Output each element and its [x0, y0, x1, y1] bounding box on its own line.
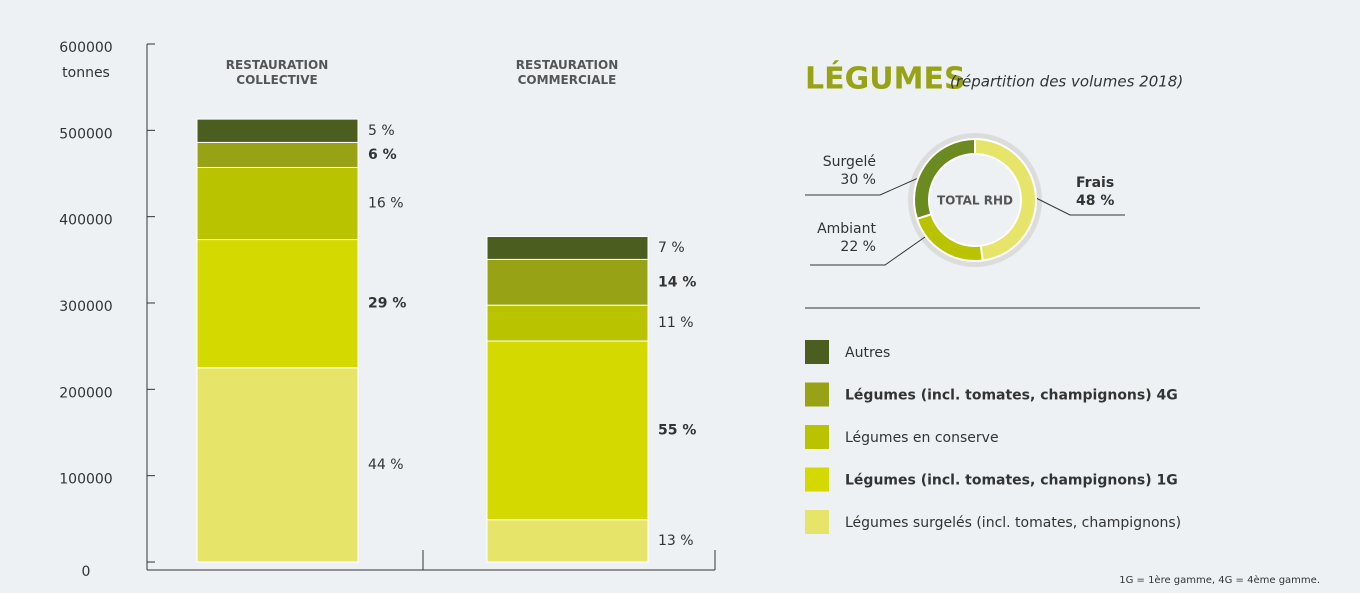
percent-label: 29 %: [368, 296, 406, 312]
leader-line: [1029, 194, 1125, 216]
y-tick-label: 400000: [59, 213, 112, 229]
donut-category: Surgelé: [823, 154, 876, 170]
legend-label: Légumes (incl. tomates, champignons) 1G: [845, 473, 1178, 489]
leader-line: [810, 236, 926, 266]
bar-segment: [486, 340, 649, 521]
percent-label: 7 %: [658, 240, 685, 256]
bar-segment: [486, 258, 649, 306]
donut-title: LÉGUMES: [805, 61, 966, 97]
bar-segment: [486, 519, 649, 563]
legend-swatch: [805, 382, 829, 407]
donut-category: Frais: [1076, 175, 1114, 191]
legend-label: Légumes surgelés (incl. tomates, champig…: [845, 515, 1181, 531]
legend-swatch: [805, 510, 829, 534]
donut-category: Ambiant: [817, 221, 876, 237]
bar-segment: [486, 236, 649, 260]
donut-value-label: 30 %: [840, 172, 876, 188]
donut-subtitle: (répartition des volumes 2018): [950, 73, 1183, 91]
legend-label: Légumes en conserve: [845, 430, 999, 446]
y-tick-label: 300000: [59, 299, 112, 315]
y-tick-label: 600000: [59, 40, 112, 56]
percent-label: 6 %: [368, 147, 397, 163]
donut-ring: [914, 139, 1036, 261]
footnote: 1G = 1ère gamme, 4G = 4ème gamme.: [1119, 574, 1320, 586]
donut-slice: [913, 137, 976, 221]
percent-label: 5 %: [368, 123, 395, 139]
donut-value-label: 22 %: [840, 239, 876, 255]
y-tick-label: 100000: [59, 472, 112, 488]
category-label: RESTAURATION COLLECTIVE: [225, 58, 329, 87]
legend-label: Légumes (incl. tomates, champignons) 4G: [845, 388, 1178, 404]
leader-line: [805, 174, 926, 196]
bar-segment: [486, 304, 649, 342]
percent-label: 55 %: [658, 422, 696, 438]
bar-segment: [196, 239, 359, 369]
legend-swatch: [805, 467, 829, 492]
legend-label: Autres: [845, 345, 890, 361]
donut-value-label: 48 %: [1076, 193, 1114, 209]
donut-center-label: TOTAL RHD: [937, 194, 1013, 208]
y-tick-label: 200000: [59, 385, 112, 401]
percent-label: 14 %: [658, 274, 696, 290]
category-label: RESTAURATION COMMERCIALE: [515, 58, 619, 87]
bar-segment: [196, 166, 359, 241]
percent-label: 44 %: [368, 457, 404, 473]
bar-segment: [196, 367, 359, 563]
y-tick-label: 0: [82, 564, 91, 580]
bar-segment: [196, 118, 359, 143]
percent-label: 11 %: [658, 315, 694, 331]
percent-label: 16 %: [368, 196, 404, 212]
legend-swatch: [805, 340, 829, 364]
y-axis-label: tonnes: [62, 65, 110, 81]
legend-swatch: [805, 425, 829, 449]
percent-label: 13 %: [658, 533, 694, 549]
bar-segment: [196, 141, 359, 168]
y-tick-label: 500000: [59, 126, 112, 142]
